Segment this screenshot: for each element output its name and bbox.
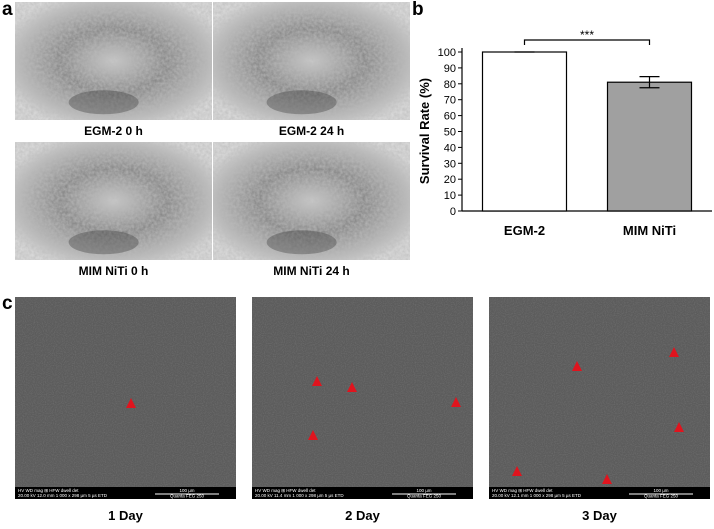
y-tick-label: 90	[444, 63, 456, 75]
sem-texture	[15, 297, 236, 487]
significance-label: ***	[580, 28, 594, 42]
sem-scale-label: 100 µm	[179, 488, 194, 493]
panel-label: b	[412, 0, 424, 20]
cell-arrow	[308, 430, 318, 440]
sem-info-bar	[489, 487, 710, 499]
dark-region	[266, 230, 337, 255]
y-tick-label: 80	[444, 79, 456, 91]
sem-caption: 3 Day	[582, 508, 617, 523]
y-tick-label: 20	[444, 174, 456, 186]
sem-info-header: HV WD mag ⊞ HFW dwell det	[255, 488, 316, 493]
sem-caption: 1 Day	[108, 508, 143, 523]
micrograph-texture	[213, 2, 410, 120]
dark-region	[68, 230, 139, 255]
cell-arrow	[572, 361, 582, 371]
panel-label: a	[2, 0, 13, 20]
sem-info-values: 20.00 kV 11.4 mm 1 000 x 298 µm 5 µs ETD	[255, 493, 344, 498]
micrograph-texture	[15, 2, 212, 120]
micrograph-texture	[213, 142, 410, 260]
sem-instrument: Quanta FEG 250	[407, 494, 442, 499]
x-tick-label: MIM NiTi	[623, 223, 676, 238]
error-bar	[639, 76, 660, 89]
y-tick-label: 70	[444, 95, 456, 107]
bar	[481, 51, 568, 212]
sem-info-header: HV WD mag ⊞ HFW dwell det	[492, 488, 553, 493]
cell-arrow	[669, 347, 679, 357]
sem-scale-label: 100 µm	[653, 488, 668, 493]
y-tick-label: 50	[444, 127, 456, 139]
x-tick-label: EGM-2	[504, 223, 545, 238]
y-tick-label: 10	[444, 190, 456, 202]
sem-info-bar	[15, 487, 236, 499]
y-tick-label: 100	[438, 47, 456, 59]
cell-arrow	[126, 398, 136, 408]
dark-region	[68, 90, 139, 115]
y-tick-label: 30	[444, 158, 456, 170]
dark-region	[266, 90, 337, 115]
cell-arrow	[312, 376, 322, 386]
micrograph-caption: EGM-2 0 h	[84, 124, 143, 138]
significance-bracket	[523, 39, 651, 45]
sem-scale-label: 100 µm	[416, 488, 431, 493]
y-tick-label: 60	[444, 111, 456, 123]
sem-instrument: Quanta FEG 250	[644, 494, 679, 499]
sem-texture	[252, 297, 473, 487]
panel-label: c	[2, 293, 13, 314]
y-tick-label: 0	[450, 206, 456, 218]
sem-instrument: Quanta FEG 250	[170, 494, 205, 499]
micrograph-caption: MIM NiTi 24 h	[273, 264, 349, 278]
sem-texture	[489, 297, 710, 487]
sem-info-header: HV WD mag ⊞ HFW dwell det	[18, 488, 79, 493]
cell-arrow	[512, 466, 522, 476]
sem-caption: 2 Day	[345, 508, 380, 523]
cell-arrow	[347, 382, 357, 392]
cell-arrow	[674, 422, 684, 432]
micrograph-texture	[15, 142, 212, 260]
y-axis-label: Survival Rate (%)	[417, 78, 432, 184]
bar	[606, 81, 693, 212]
cell-arrow	[451, 397, 461, 407]
sem-info-bar	[252, 487, 473, 499]
y-tick-label: 40	[444, 142, 456, 154]
micrograph-caption: MIM NiTi 0 h	[79, 264, 149, 278]
sem-info-values: 20.00 kV 12.1 mm 1 000 x 298 µm 5 µs ETD	[492, 493, 582, 498]
micrograph-caption: EGM-2 24 h	[279, 124, 344, 138]
cell-arrow	[602, 474, 612, 484]
sem-info-values: 20.00 kV 12.0 mm 1 000 x 298 µm 5 µs ETD	[18, 493, 108, 498]
